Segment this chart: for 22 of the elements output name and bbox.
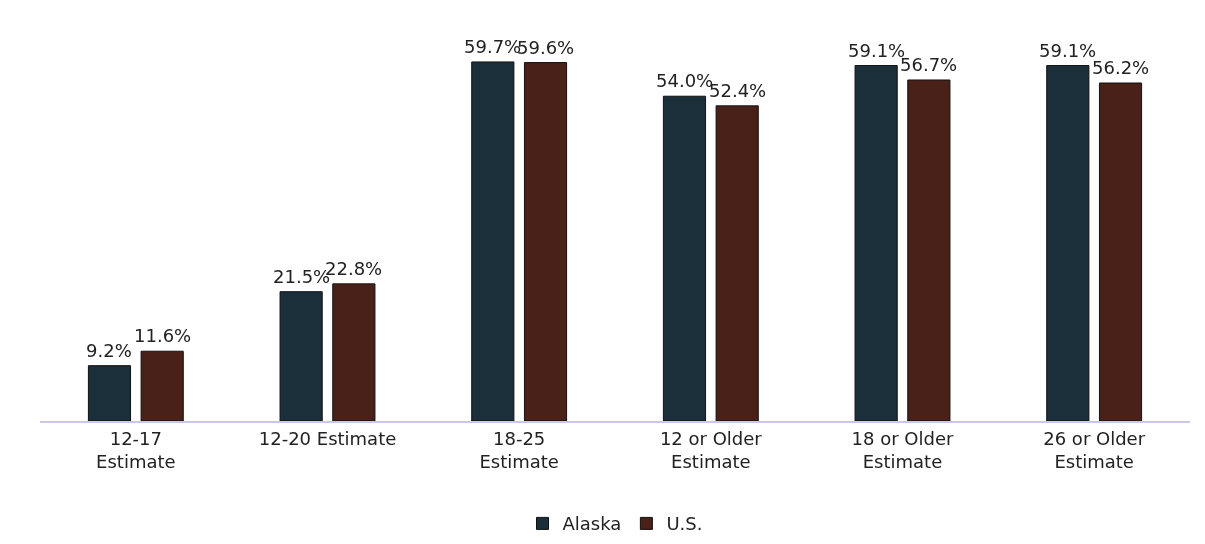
x-tick-label: 12-20 Estimate xyxy=(258,427,397,449)
legend-label: U.S. xyxy=(666,513,703,535)
bar xyxy=(471,61,515,421)
bar xyxy=(1046,65,1090,421)
bar xyxy=(715,105,759,421)
bar xyxy=(854,65,898,421)
bar xyxy=(907,79,951,421)
x-tick-label: 12-17 Estimate xyxy=(96,427,176,472)
legend-label: Alaska xyxy=(562,513,622,535)
bar xyxy=(140,350,184,421)
bar xyxy=(523,62,568,421)
bar xyxy=(662,95,707,421)
bar xyxy=(332,283,376,421)
data-label: 9.2% xyxy=(86,340,132,361)
bar xyxy=(87,365,132,421)
x-tick-label: 26 or Older Estimate xyxy=(1043,427,1146,472)
x-tick-label: 18-25 Estimate xyxy=(479,427,559,472)
bar xyxy=(279,291,323,421)
data-label: 11.6% xyxy=(134,325,192,346)
x-tick-label: 12 or Older Estimate xyxy=(659,427,763,472)
x-tick-label: 18 or Older Estimate xyxy=(851,427,955,472)
bar xyxy=(1098,82,1143,421)
